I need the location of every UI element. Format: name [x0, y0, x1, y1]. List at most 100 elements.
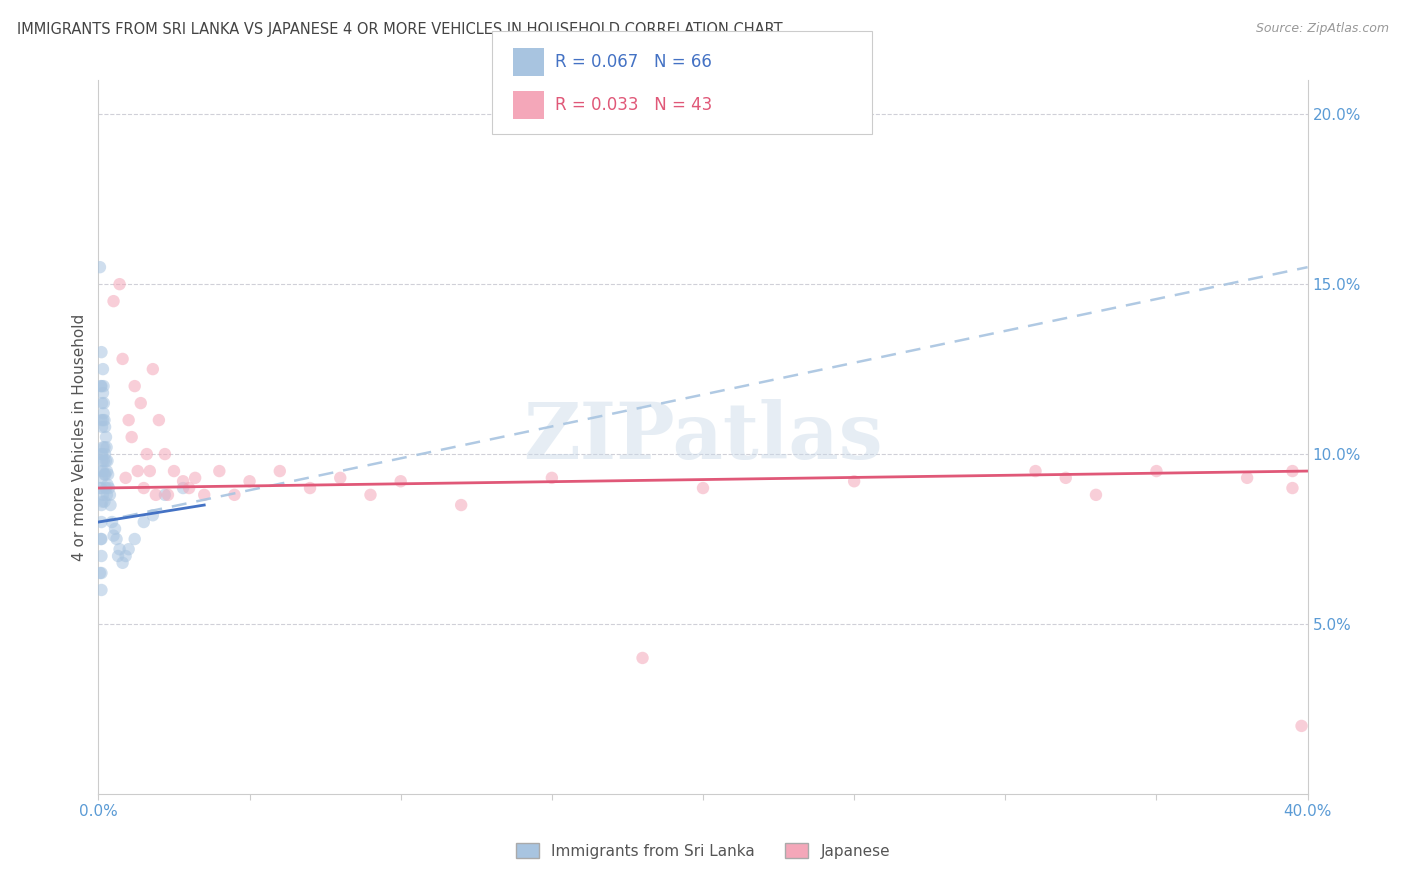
Point — [91, 494, 114, 508]
Point — [91, 488, 114, 502]
Legend: Immigrants from Sri Lanka, Japanese: Immigrants from Sri Lanka, Japanese — [510, 837, 896, 864]
Point — [90, 345, 112, 359]
Point — [1085, 488, 1108, 502]
Point — [90, 447, 112, 461]
Point — [114, 549, 136, 563]
Point — [224, 488, 246, 502]
Point — [96, 440, 118, 454]
Text: R = 0.033   N = 43: R = 0.033 N = 43 — [555, 96, 713, 114]
Point — [631, 651, 654, 665]
Point — [108, 542, 131, 557]
Point — [1054, 471, 1077, 485]
Point — [96, 454, 118, 468]
Point — [91, 447, 114, 461]
Point — [107, 549, 129, 563]
Point — [90, 464, 112, 478]
Point — [93, 454, 115, 468]
Point — [94, 447, 117, 461]
Point — [132, 481, 155, 495]
Point — [101, 515, 124, 529]
Point — [172, 475, 194, 489]
Point — [98, 488, 121, 502]
Point — [142, 362, 165, 376]
Point — [179, 481, 201, 495]
Point — [360, 488, 382, 502]
Point — [135, 447, 157, 461]
Point — [145, 488, 167, 502]
Point — [1281, 464, 1303, 478]
Point — [91, 454, 114, 468]
Point — [1291, 719, 1313, 733]
Y-axis label: 4 or more Vehicles in Household: 4 or more Vehicles in Household — [72, 313, 87, 561]
Point — [118, 413, 141, 427]
Point — [103, 528, 125, 542]
Point — [184, 471, 207, 485]
Point — [299, 481, 322, 495]
Point — [389, 475, 412, 489]
Point — [90, 379, 112, 393]
Point — [329, 471, 352, 485]
Point — [114, 471, 136, 485]
Point — [89, 566, 111, 580]
Point — [89, 481, 111, 495]
Point — [193, 488, 215, 502]
Point — [239, 475, 262, 489]
Point — [91, 413, 114, 427]
Point — [98, 481, 121, 495]
Point — [208, 464, 231, 478]
Point — [1281, 481, 1303, 495]
Point — [94, 481, 117, 495]
Point — [91, 471, 114, 485]
Point — [844, 475, 866, 489]
Point — [148, 413, 170, 427]
Point — [90, 549, 112, 563]
Point — [163, 464, 186, 478]
Point — [93, 467, 115, 482]
Point — [94, 430, 117, 444]
Text: Source: ZipAtlas.com: Source: ZipAtlas.com — [1256, 22, 1389, 36]
Point — [100, 498, 122, 512]
Point — [1144, 464, 1167, 478]
Point — [124, 532, 146, 546]
Point — [96, 464, 118, 478]
Point — [108, 277, 131, 292]
Point — [129, 396, 152, 410]
Point — [97, 467, 120, 482]
Point — [90, 566, 112, 580]
Point — [96, 477, 118, 491]
Point — [90, 481, 112, 495]
Point — [450, 498, 472, 512]
Point — [94, 420, 117, 434]
Point — [93, 413, 115, 427]
Point — [94, 467, 117, 482]
Text: IMMIGRANTS FROM SRI LANKA VS JAPANESE 4 OR MORE VEHICLES IN HOUSEHOLD CORRELATIO: IMMIGRANTS FROM SRI LANKA VS JAPANESE 4 … — [17, 22, 783, 37]
Point — [90, 515, 112, 529]
Point — [91, 385, 114, 400]
Point — [153, 447, 176, 461]
Point — [111, 351, 134, 366]
Point — [91, 362, 114, 376]
Point — [90, 582, 112, 597]
Point — [93, 379, 115, 393]
Point — [124, 379, 146, 393]
Point — [692, 481, 714, 495]
Point — [93, 440, 115, 454]
Point — [153, 488, 176, 502]
Point — [91, 420, 114, 434]
Point — [105, 532, 128, 546]
Point — [269, 464, 291, 478]
Point — [121, 430, 143, 444]
Point — [91, 396, 114, 410]
Point — [104, 522, 127, 536]
Point — [1024, 464, 1046, 478]
Point — [91, 440, 114, 454]
Text: R = 0.067   N = 66: R = 0.067 N = 66 — [555, 54, 713, 71]
Point — [90, 379, 112, 393]
Point — [118, 542, 141, 557]
Point — [1236, 471, 1258, 485]
Point — [93, 494, 115, 508]
Point — [93, 406, 115, 420]
Point — [90, 498, 112, 512]
Point — [156, 488, 179, 502]
Point — [89, 260, 111, 275]
